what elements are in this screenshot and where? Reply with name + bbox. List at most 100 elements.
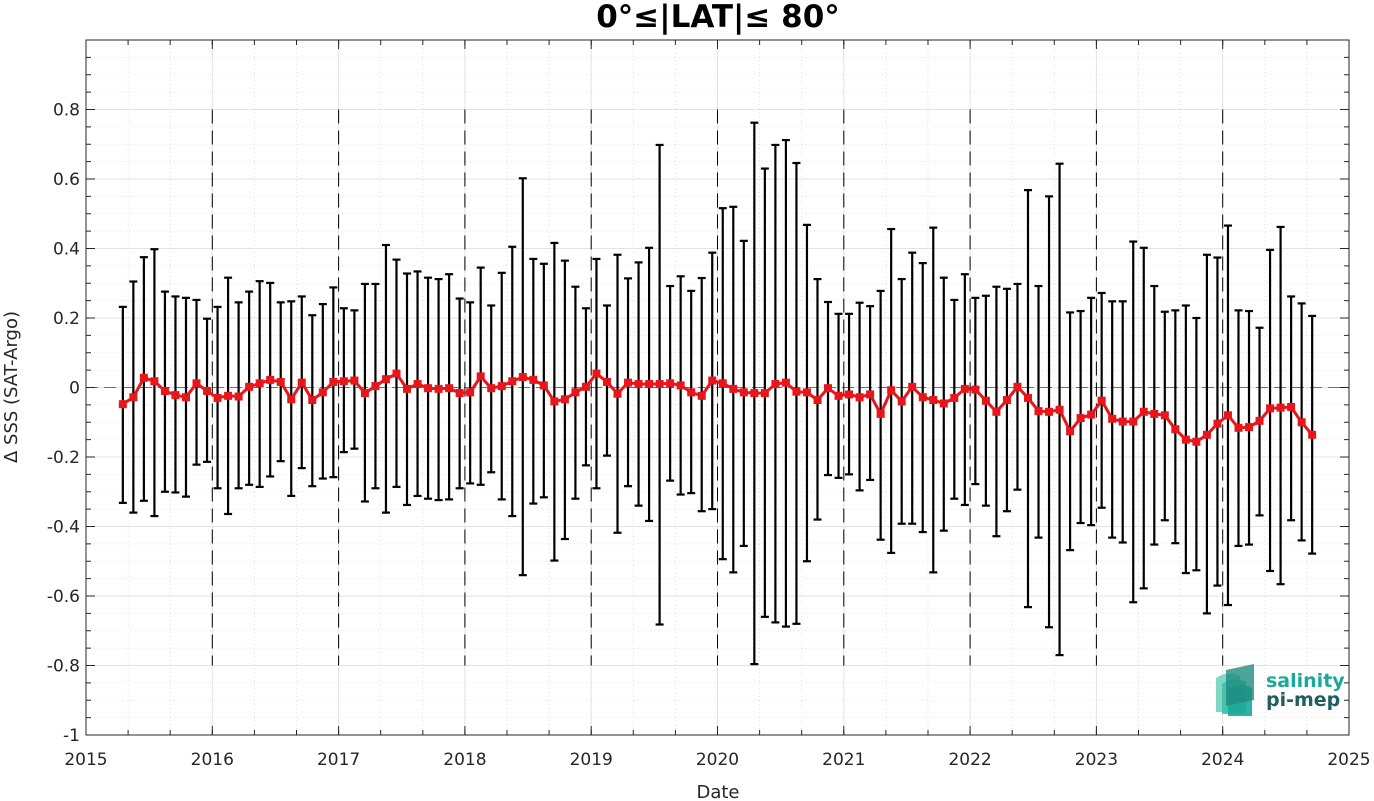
data-point bbox=[729, 384, 738, 393]
data-point bbox=[824, 384, 833, 393]
data-point bbox=[539, 381, 548, 390]
data-point bbox=[487, 384, 496, 393]
data-point bbox=[981, 396, 990, 405]
data-point bbox=[1118, 417, 1127, 426]
data-point bbox=[308, 396, 317, 405]
x-axis-label: Date bbox=[696, 782, 739, 801]
data-point bbox=[1150, 409, 1159, 418]
data-point bbox=[560, 395, 569, 404]
data-point bbox=[960, 384, 969, 393]
data-point bbox=[1276, 403, 1285, 412]
y-tick-label: 0.2 bbox=[53, 309, 80, 329]
data-point bbox=[866, 390, 875, 399]
data-point bbox=[497, 382, 506, 391]
data-point bbox=[1223, 411, 1232, 420]
data-point bbox=[139, 373, 148, 382]
data-point bbox=[392, 369, 401, 378]
data-point bbox=[792, 387, 801, 396]
x-tick-label: 2016 bbox=[191, 750, 234, 770]
data-point bbox=[1139, 407, 1148, 416]
data-point bbox=[813, 396, 822, 405]
data-point bbox=[1202, 430, 1211, 439]
data-point bbox=[1160, 411, 1169, 420]
x-tick-label: 2018 bbox=[443, 750, 486, 770]
data-point bbox=[445, 384, 454, 393]
data-point bbox=[434, 384, 443, 393]
y-tick-label: 0.8 bbox=[53, 101, 80, 121]
x-tick-label: 2022 bbox=[948, 750, 991, 770]
y-tick-label: -0.2 bbox=[47, 448, 80, 468]
y-tick-label: 0.4 bbox=[53, 240, 80, 260]
data-point bbox=[1234, 423, 1243, 432]
x-tick-labels: 2015 2016 2017 2018 2019 2020 2021 2022 2023 2024… bbox=[64, 750, 1370, 770]
data-point bbox=[245, 382, 254, 391]
data-point bbox=[329, 377, 338, 386]
data-point bbox=[476, 372, 485, 381]
data-point bbox=[845, 390, 854, 399]
x-tick-label: 2023 bbox=[1075, 750, 1118, 770]
data-point bbox=[1171, 425, 1180, 434]
y-tick-labels: -1 -0.8 -0.6 -0.4 -0.2 0 0.2 0.4 0.6 0.8 bbox=[47, 101, 80, 747]
data-point bbox=[339, 377, 348, 386]
wave-logo-icon bbox=[1216, 664, 1254, 716]
data-point bbox=[634, 380, 643, 389]
data-point bbox=[645, 380, 654, 389]
y-tick-label: -1 bbox=[63, 726, 80, 746]
data-point bbox=[1045, 407, 1054, 416]
data-point bbox=[1192, 437, 1201, 446]
data-point bbox=[939, 399, 948, 408]
data-point bbox=[518, 373, 527, 382]
mean-series bbox=[118, 369, 1317, 446]
data-point bbox=[371, 382, 380, 391]
data-point bbox=[1287, 402, 1296, 411]
data-point bbox=[455, 389, 464, 398]
data-point bbox=[876, 409, 885, 418]
y-tick-label: 0 bbox=[69, 379, 80, 399]
data-point bbox=[834, 391, 843, 400]
x-tick-label: 2019 bbox=[570, 750, 613, 770]
data-point bbox=[1013, 382, 1022, 391]
data-point bbox=[508, 377, 517, 386]
data-point bbox=[992, 407, 1001, 416]
data-point bbox=[1308, 430, 1317, 439]
data-point bbox=[1297, 418, 1306, 427]
data-point bbox=[529, 375, 538, 384]
y-tick-label: -0.8 bbox=[47, 657, 80, 677]
data-point bbox=[466, 388, 475, 397]
data-point bbox=[266, 375, 275, 384]
logo-text-salinity: salinity bbox=[1266, 670, 1345, 692]
data-point bbox=[192, 379, 201, 388]
data-point bbox=[1097, 396, 1106, 405]
data-point bbox=[224, 391, 233, 400]
y-tick-label: 0.6 bbox=[53, 170, 80, 190]
x-tick-label: 2015 bbox=[64, 750, 107, 770]
data-point bbox=[234, 392, 243, 401]
data-point bbox=[550, 397, 559, 406]
data-point bbox=[687, 388, 696, 397]
chart-title: 0°≤|LAT|≤ 80° bbox=[596, 0, 840, 35]
data-point bbox=[571, 388, 580, 397]
data-point bbox=[760, 389, 769, 398]
data-point bbox=[771, 380, 780, 389]
logo-text-pi-mep: pi-mep bbox=[1266, 689, 1340, 711]
data-point bbox=[1213, 419, 1222, 428]
data-point bbox=[918, 393, 927, 402]
data-point bbox=[1023, 393, 1032, 402]
data-point bbox=[718, 379, 727, 388]
data-point bbox=[781, 378, 790, 387]
data-point bbox=[971, 385, 980, 394]
data-point bbox=[697, 391, 706, 400]
data-point bbox=[203, 386, 212, 395]
salinity-pi-mep-logo: salinity pi-mep bbox=[1216, 664, 1345, 716]
data-point bbox=[802, 388, 811, 397]
data-point bbox=[897, 397, 906, 406]
data-point bbox=[1255, 416, 1264, 425]
data-point bbox=[118, 400, 127, 409]
data-point bbox=[855, 393, 864, 402]
data-point bbox=[276, 377, 285, 386]
data-point bbox=[1055, 405, 1064, 414]
data-point bbox=[1181, 435, 1190, 444]
data-point bbox=[381, 375, 390, 384]
data-point bbox=[666, 379, 675, 388]
data-point bbox=[1002, 396, 1011, 405]
